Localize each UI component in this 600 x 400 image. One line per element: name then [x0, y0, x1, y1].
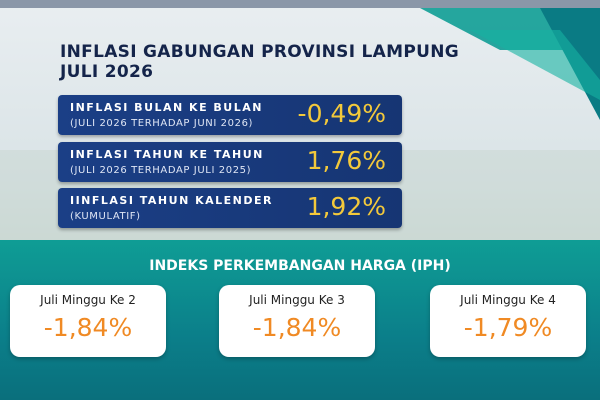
indicator-label: INFLASI TAHUN KE TAHUN	[70, 148, 264, 161]
week-value: -1,84%	[43, 313, 133, 342]
week-value: -1,79%	[463, 313, 553, 342]
indicator-value: 1,76%	[306, 146, 386, 175]
indicator-box: INFLASI TAHUN KE TAHUN (JULI 2026 TERHADA…	[58, 142, 402, 182]
indicator-value: -0,49%	[297, 99, 386, 128]
indicator-sublabel: (JULI 2026 TERHADAP JULI 2025)	[70, 165, 252, 176]
week-label: Juli Minggu Ke 3	[249, 293, 345, 307]
iph-card: Juli Minggu Ke 4 -1,79%	[430, 285, 586, 357]
indicator-sublabel: (JULI 2026 TERHADAP JUNI 2026)	[70, 118, 254, 129]
iph-title: INDEKS PERKEMBANGAN HARGA (IPH)	[149, 258, 451, 274]
title-line: INFLASI GABUNGAN PROVINSI LAMPUNG	[60, 42, 459, 62]
indicator-label: IINFLASI TAHUN KALENDER	[70, 194, 273, 207]
indicator-label: INFLASI BULAN KE BULAN	[70, 101, 263, 114]
indicator-sublabel: (KUMULATIF)	[70, 211, 141, 222]
title-line: JULI 2026	[60, 62, 154, 82]
indicator-box: IINFLASI TAHUN KALENDER (KUMULATIF) 1,92%	[58, 188, 402, 228]
iph-card: Juli Minggu Ke 2 -1,84%	[10, 285, 166, 357]
indicator-value: 1,92%	[306, 192, 386, 221]
title: INFLASI GABUNGAN PROVINSI LAMPUNG JULI 20…	[60, 42, 459, 82]
week-value: -1,84%	[252, 313, 342, 342]
iph-card: Juli Minggu Ke 3 -1,84%	[219, 285, 375, 357]
week-label: Juli Minggu Ke 4	[460, 293, 556, 307]
indicator-box: INFLASI BULAN KE BULAN (JULI 2026 TERHADA…	[58, 95, 402, 135]
week-label: Juli Minggu Ke 2	[40, 293, 136, 307]
